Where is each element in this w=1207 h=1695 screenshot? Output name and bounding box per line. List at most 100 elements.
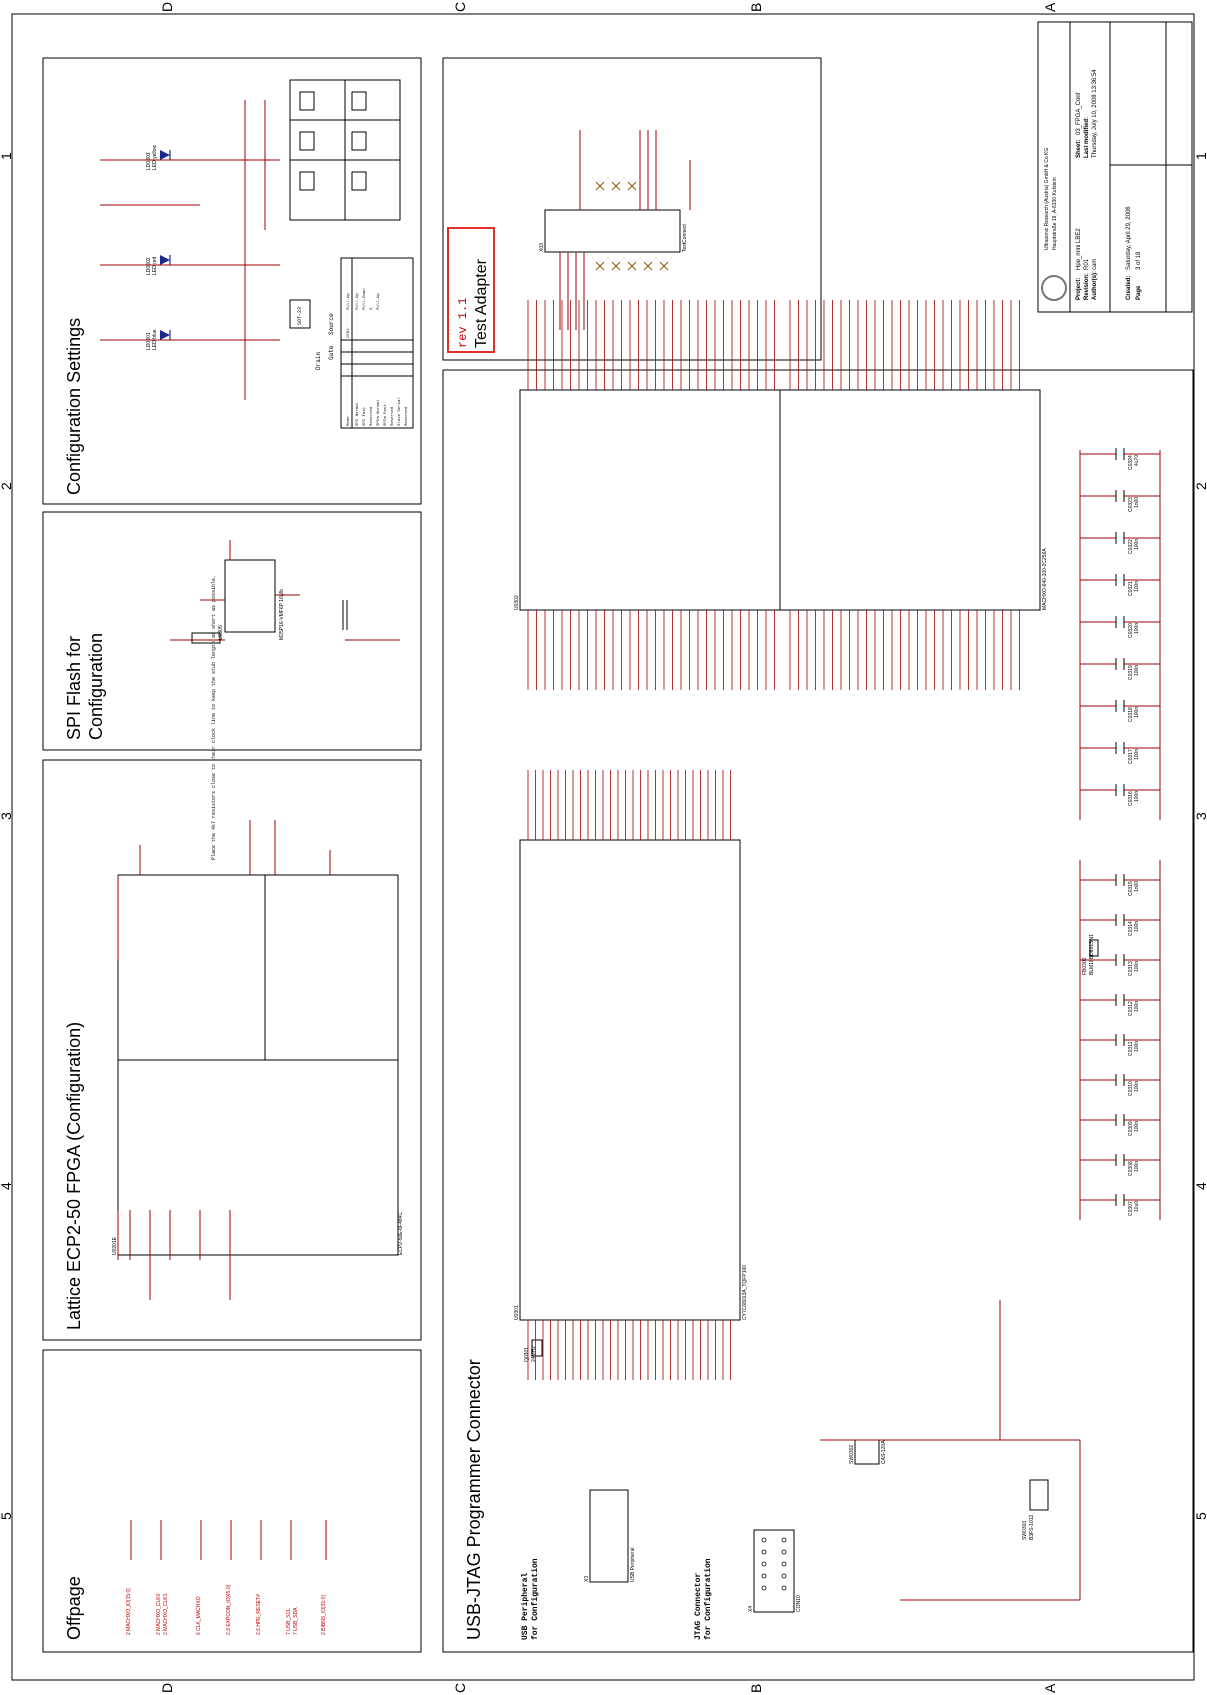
fpga-symbol xyxy=(117,874,399,1256)
svg-text:Pull-Down: Pull-Down xyxy=(362,288,367,310)
capacitor-value: 100n xyxy=(1134,623,1140,634)
zone-right-2: 2 xyxy=(1193,482,1207,490)
svg-text:Gate: Gate xyxy=(328,345,335,360)
zone-right-4: 4 xyxy=(1193,1182,1207,1190)
capacitor-ref: C0314 xyxy=(1128,921,1134,936)
offpage-signal: 2,6 HPE_RESET# xyxy=(256,1594,262,1635)
sheet-border xyxy=(11,13,1195,1681)
capacitor: C0319 100n xyxy=(1080,658,1160,680)
config-settings-title: Configuration Settings xyxy=(64,318,84,495)
capacitor: C0308 100n xyxy=(1080,1154,1160,1176)
capacitor: C0324 4u70 xyxy=(1080,448,1160,470)
capacitor-ref: C0313 xyxy=(1128,961,1134,976)
capacitor-ref: C0308 xyxy=(1128,1161,1134,1176)
svg-text:U0301: U0301 xyxy=(514,1305,520,1320)
capacitor-value: 100n xyxy=(1134,921,1140,932)
capacitor-ref: C0320 xyxy=(1128,623,1134,638)
svg-text:U0201E: U0201E xyxy=(112,1236,118,1255)
capacitor-value: 100n xyxy=(1134,1121,1140,1132)
zone-left-1: 1 xyxy=(0,152,14,160)
svg-text:Pull-Up: Pull-Up xyxy=(355,293,360,310)
authors: cam xyxy=(1092,259,1098,270)
capacitor-value: 100n xyxy=(1134,665,1140,676)
zone-bottom-a: A xyxy=(1042,1683,1058,1693)
svg-text:X: X xyxy=(370,307,374,310)
title-block: Ultrasonic Research (Austria) GmbH & Co … xyxy=(1037,21,1193,313)
capacitor-value: 100n xyxy=(1134,961,1140,972)
capacitor: C0321 100n xyxy=(1080,574,1160,596)
capacitor: C0309 100n xyxy=(1080,1114,1160,1136)
svg-text:24MHz: 24MHz xyxy=(531,1346,537,1362)
capacitor: C0313 100n xyxy=(1080,954,1160,976)
svg-text:Pull-Up: Pull-Up xyxy=(376,293,381,310)
svg-text:SPIm Normal: SPIm Normal xyxy=(376,399,381,426)
capacitor-value: 100n xyxy=(1134,1001,1140,1012)
offpage-section: Offpage 2 MACHXO_IO[15:0] 2 MACHXO_CLK0 … xyxy=(42,1349,422,1653)
capacitor: C0311 100n xyxy=(1080,1034,1160,1056)
revision: R01 xyxy=(1084,258,1090,270)
jtag-connector-label-1: JTAG Connector xyxy=(694,1573,703,1640)
svg-text:USB Peripheral: USB Peripheral xyxy=(630,1548,636,1582)
company-name: Ultrasonic Research (Austria) GmbH & Co … xyxy=(1044,148,1050,250)
svg-text:CAS-120A: CAS-120A xyxy=(881,1440,887,1464)
placement-note: Place the 4k7 resistors close to their c… xyxy=(211,575,217,860)
last-modified: Thursday, July 10, 2008 13:36:54 xyxy=(1092,69,1098,158)
capacitor: C0323 1n00 xyxy=(1080,490,1160,512)
test-title-box xyxy=(447,227,495,353)
svg-text:SW0302: SW0302 xyxy=(849,1445,855,1464)
project-name: Hpe_mini LBE2 xyxy=(1076,228,1082,270)
cypress-symbol xyxy=(519,839,741,1321)
zone-top-b: B xyxy=(748,3,764,12)
svg-text:Last modified:: Last modified: xyxy=(1084,117,1090,158)
svg-text:Author(s):: Author(s): xyxy=(1092,271,1098,300)
capacitor: C0315 1n00 xyxy=(1080,874,1160,896)
svg-text:B3FS-1012: B3FS-1012 xyxy=(1029,1514,1035,1540)
svg-text:SOT-23: SOT-23 xyxy=(297,307,303,325)
svg-text:X03: X03 xyxy=(539,243,545,252)
zone-top-a: A xyxy=(1042,2,1058,12)
capacitor-value: 10u0 xyxy=(1134,1201,1140,1212)
company-logo xyxy=(1041,275,1067,301)
svg-text:CFG2: CFG2 xyxy=(347,328,351,338)
usb-peripheral-label-2: for Configuration xyxy=(531,1558,540,1640)
capacitor: C0307 10u0 xyxy=(1080,1194,1160,1216)
test-rev: rev 1.1 xyxy=(456,298,470,348)
offpage-signal: 2 MACHXO_CLK0 xyxy=(156,1593,162,1635)
svg-text:SPI Fast: SPI Fast xyxy=(363,407,367,426)
spi-title-line2: Configuration xyxy=(86,633,106,740)
capacitor-ref: C0310 xyxy=(1128,1081,1134,1096)
test-connector-symbol xyxy=(544,209,681,253)
capacitor-ref: C0312 xyxy=(1128,1001,1134,1016)
led-0301-ref: LD0301 xyxy=(146,332,152,350)
zone-right-1: 1 xyxy=(1193,152,1207,160)
svg-text:Revision:: Revision: xyxy=(1084,273,1090,300)
svg-text:CON10: CON10 xyxy=(796,1595,802,1612)
spi-title-line1: SPI Flash for xyxy=(64,636,84,740)
offpage-signal: 2 MACHXO_IO[15:0] xyxy=(126,1588,132,1635)
svg-text:Reserved: Reserved xyxy=(404,406,409,426)
jtag-connector-symbol xyxy=(753,1529,795,1613)
svg-text:X3: X3 xyxy=(584,1576,590,1582)
capacitor-value: 4u70 xyxy=(1134,455,1140,466)
svg-text:Pull-Up: Pull-Up xyxy=(346,293,351,310)
svg-text:Project:: Project: xyxy=(1076,278,1082,300)
capacitor-ref: C0316 xyxy=(1128,791,1134,806)
zone-bottom-d: D xyxy=(159,1683,175,1693)
offpage-signal: 7 USB_SDA xyxy=(293,1607,299,1635)
capacitor-value: 100n xyxy=(1134,539,1140,550)
capacitor: C0318 100n xyxy=(1080,700,1160,722)
zone-right-5: 5 xyxy=(1193,1512,1207,1520)
capacitor-ref: C0311 xyxy=(1128,1041,1134,1056)
capacitor-ref: C0309 xyxy=(1128,1121,1134,1136)
zone-left-3: 3 xyxy=(0,812,14,820)
zone-top-d: D xyxy=(159,2,175,12)
capacitor-ref: C0322 xyxy=(1128,539,1134,554)
capacitor-value: 100n xyxy=(1134,791,1140,802)
capacitor-value: 1n00 xyxy=(1134,881,1140,892)
capacitor: C0312 100n xyxy=(1080,994,1160,1016)
mode-table: Mode CFG2 Pull-Up SPI Normal SPI Fast Re… xyxy=(340,257,414,429)
svg-text:Reserved: Reserved xyxy=(369,406,374,426)
capacitor: C0316 100n xyxy=(1080,784,1160,806)
svg-text:Source: Source xyxy=(328,313,335,335)
